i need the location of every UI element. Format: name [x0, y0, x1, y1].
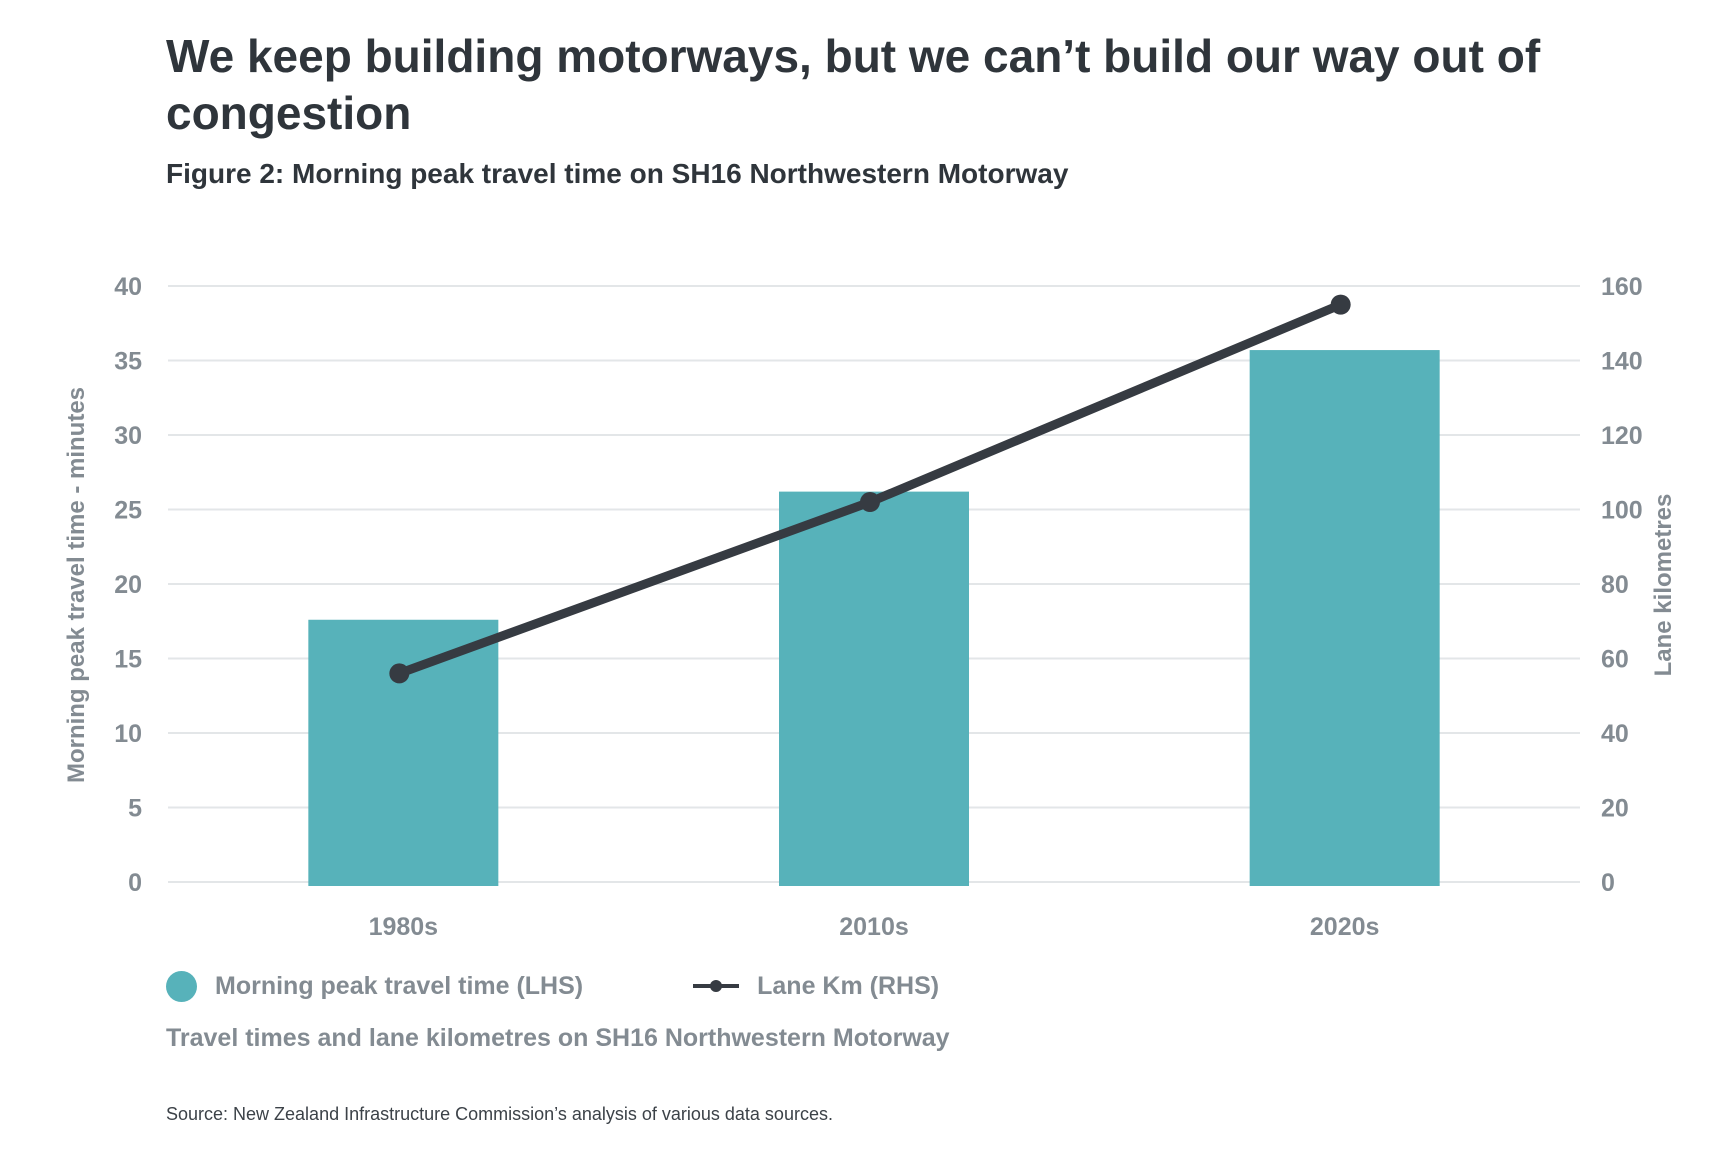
right-axis-tick-label: 80 — [1601, 571, 1629, 599]
right-axis-title: Lane kilometres — [1650, 494, 1677, 677]
right-axis-tick-label: 20 — [1601, 795, 1629, 823]
x-axis-tick-label: 1980s — [369, 913, 439, 941]
left-axis-tick-label: 20 — [114, 571, 142, 599]
legend-swatch-line — [693, 980, 740, 992]
x-axis-tick-label: 2020s — [1310, 913, 1380, 941]
lane-km-point-1980s — [389, 663, 410, 684]
line-series — [389, 294, 1351, 684]
chart-title: We keep building motorways, but we can’t… — [166, 30, 1541, 139]
right-axis-tick-label: 160 — [1601, 273, 1643, 301]
legend-label-travel-time: Morning peak travel time (LHS) — [215, 971, 584, 1000]
legend-swatch-bar — [166, 970, 197, 1002]
bar-1980s — [308, 619, 499, 886]
right-axis-tick-label: 0 — [1601, 869, 1615, 897]
chart-area: 0 5 10 15 20 25 30 35 40 0 20 40 60 80 100 120 140 160 1… — [63, 273, 1677, 941]
source-note: Source: New Zealand Infrastructure Commi… — [166, 1104, 833, 1124]
right-axis-tick-label: 120 — [1601, 422, 1643, 450]
legend-item-lane-km: Lane Km (RHS) — [693, 972, 939, 1001]
left-axis-ticks: 0 5 10 15 20 25 30 35 40 — [114, 273, 142, 897]
left-axis-tick-label: 10 — [114, 720, 142, 748]
left-axis-title: Morning peak travel time - minutes — [63, 387, 90, 783]
bar-2010s — [779, 491, 969, 886]
left-axis-tick-label: 35 — [114, 348, 142, 376]
bar-2020s — [1249, 350, 1440, 886]
lane-km-point-2010s — [860, 492, 880, 513]
x-axis-ticks: 1980s 2010s 2020s — [369, 913, 1380, 941]
bar-series — [308, 350, 1440, 886]
right-axis-tick-label: 140 — [1601, 348, 1643, 376]
legend: Morning peak travel time (LHS) Lane Km (… — [166, 968, 1049, 1004]
legend-item-travel-time: Morning peak travel time (LHS) — [166, 970, 584, 1002]
legend-label-lane-km: Lane Km (RHS) — [757, 971, 940, 1000]
x-axis-tick-label: 2010s — [839, 913, 909, 941]
right-axis-tick-label: 100 — [1601, 497, 1643, 525]
lane-km-point-2020s — [1330, 294, 1351, 315]
left-axis-tick-label: 0 — [128, 869, 142, 897]
left-axis-tick-label: 15 — [114, 646, 142, 674]
left-axis-tick-label: 25 — [114, 497, 142, 525]
chart-subtitle: Figure 2: Morning peak travel time on SH… — [166, 158, 1069, 189]
right-axis-tick-label: 60 — [1601, 646, 1629, 674]
left-axis-tick-label: 40 — [114, 273, 142, 301]
left-axis-tick-label: 30 — [114, 422, 142, 450]
left-axis-tick-label: 5 — [128, 795, 142, 823]
chart-caption: Travel times and lane kilometres on SH16… — [166, 1024, 950, 1052]
right-axis-ticks: 0 20 40 60 80 100 120 140 160 — [1601, 273, 1643, 897]
right-axis-tick-label: 40 — [1601, 720, 1629, 748]
